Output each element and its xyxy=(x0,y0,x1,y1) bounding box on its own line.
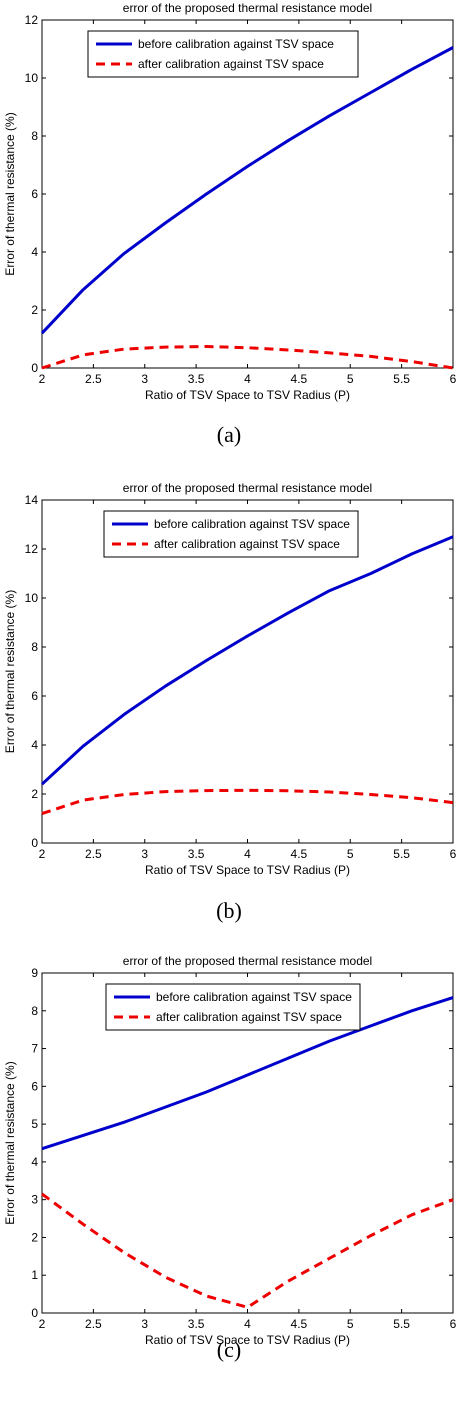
x-axis-label: Ratio of TSV Space to TSV Radius (P) xyxy=(145,388,350,402)
y-tick-label: 4 xyxy=(31,1155,38,1169)
y-tick-label: 7 xyxy=(31,1042,38,1056)
y-tick-label: 14 xyxy=(25,493,39,507)
y-tick-label: 9 xyxy=(31,966,38,980)
x-tick-label: 5.5 xyxy=(393,372,410,386)
y-tick-label: 8 xyxy=(31,1004,38,1018)
y-tick-label: 6 xyxy=(31,187,38,201)
panel-caption: (b) xyxy=(216,898,242,923)
legend-label: before calibration against TSV space xyxy=(154,517,350,531)
x-tick-label: 5.5 xyxy=(393,847,410,861)
y-tick-label: 1 xyxy=(31,1268,38,1282)
y-tick-label: 8 xyxy=(31,640,38,654)
series-line-after-calibration xyxy=(41,1192,454,1309)
legend-label: after calibration against TSV space xyxy=(156,1010,342,1024)
x-tick-label: 6 xyxy=(450,1317,457,1331)
y-tick-label: 2 xyxy=(31,787,38,801)
y-tick-label: 2 xyxy=(31,303,38,317)
x-tick-label: 3 xyxy=(141,1317,148,1331)
x-axis-label: Ratio of TSV Space to TSV Radius (P) xyxy=(145,1333,350,1347)
x-tick-label: 5 xyxy=(347,847,354,861)
x-tick-label: 2 xyxy=(39,847,46,861)
y-tick-label: 12 xyxy=(25,542,39,556)
x-tick-label: 2 xyxy=(39,1317,46,1331)
x-tick-label: 4.5 xyxy=(291,1317,308,1331)
x-tick-label: 2.5 xyxy=(85,1317,102,1331)
chart-svg: error of the proposed thermal resistance… xyxy=(3,481,457,877)
x-tick-label: 3.5 xyxy=(188,1317,205,1331)
y-tick-label: 4 xyxy=(31,738,38,752)
chart-title: error of the proposed thermal resistance… xyxy=(123,954,372,968)
x-tick-label: 4.5 xyxy=(291,372,308,386)
x-tick-label: 3.5 xyxy=(188,847,205,861)
x-tick-label: 6 xyxy=(450,372,457,386)
panel-caption: (c) xyxy=(216,1337,242,1362)
legend-box xyxy=(103,510,359,558)
x-axis-label: Ratio of TSV Space to TSV Radius (P) xyxy=(145,863,350,877)
y-axis-label: Error of thermal resistance (%) xyxy=(3,112,17,275)
legend-label: after calibration against TSV space xyxy=(154,537,340,551)
y-axis-label: Error of thermal resistance (%) xyxy=(3,1061,17,1224)
legend-label: after calibration against TSV space xyxy=(138,57,324,71)
x-tick-label: 5.5 xyxy=(393,1317,410,1331)
y-tick-label: 0 xyxy=(31,361,38,375)
y-tick-label: 0 xyxy=(31,836,38,850)
y-tick-label: 12 xyxy=(25,13,39,27)
x-tick-label: 4 xyxy=(244,1317,251,1331)
chart-panel-1: error of the proposed thermal resistance… xyxy=(0,0,458,470)
legend-label: before calibration against TSV space xyxy=(138,37,334,51)
x-tick-label: 4 xyxy=(244,847,251,861)
y-axis-label: Error of thermal resistance (%) xyxy=(3,590,17,753)
series-line-before-calibration xyxy=(40,46,454,335)
x-tick-label: 2.5 xyxy=(85,372,102,386)
x-tick-label: 2 xyxy=(39,372,46,386)
x-tick-label: 6 xyxy=(450,847,457,861)
series-line-after-calibration xyxy=(41,788,454,816)
y-tick-label: 0 xyxy=(31,1306,38,1320)
x-tick-label: 3.5 xyxy=(188,372,205,386)
y-tick-label: 10 xyxy=(25,591,39,605)
y-tick-label: 5 xyxy=(31,1117,38,1131)
chart-title: error of the proposed thermal resistance… xyxy=(123,1,372,15)
x-tick-label: 4.5 xyxy=(291,847,308,861)
panel-caption: (a) xyxy=(216,422,242,447)
y-tick-label: 10 xyxy=(25,71,39,85)
chart-svg: error of the proposed thermal resistance… xyxy=(3,1,457,402)
chart-svg: error of the proposed thermal resistance… xyxy=(3,954,457,1347)
chart-panel-2: error of the proposed thermal resistance… xyxy=(0,474,458,944)
legend-label: before calibration against TSV space xyxy=(156,990,352,1004)
y-tick-label: 6 xyxy=(31,1079,38,1093)
x-tick-label: 5 xyxy=(347,1317,354,1331)
legend-box xyxy=(105,983,361,1031)
series-line-after-calibration xyxy=(41,345,454,370)
legend-box xyxy=(87,30,359,78)
x-tick-label: 2.5 xyxy=(85,847,102,861)
x-tick-label: 3 xyxy=(141,847,148,861)
y-tick-label: 6 xyxy=(31,689,38,703)
x-tick-label: 4 xyxy=(244,372,251,386)
y-tick-label: 3 xyxy=(31,1193,38,1207)
x-tick-label: 3 xyxy=(141,372,148,386)
chart-title: error of the proposed thermal resistance… xyxy=(123,481,372,495)
series-line-before-calibration xyxy=(40,535,454,786)
chart-panel-3: error of the proposed thermal resistance… xyxy=(0,944,458,1408)
x-tick-label: 5 xyxy=(347,372,354,386)
y-tick-label: 4 xyxy=(31,245,38,259)
y-tick-label: 2 xyxy=(31,1230,38,1244)
y-tick-label: 8 xyxy=(31,129,38,143)
